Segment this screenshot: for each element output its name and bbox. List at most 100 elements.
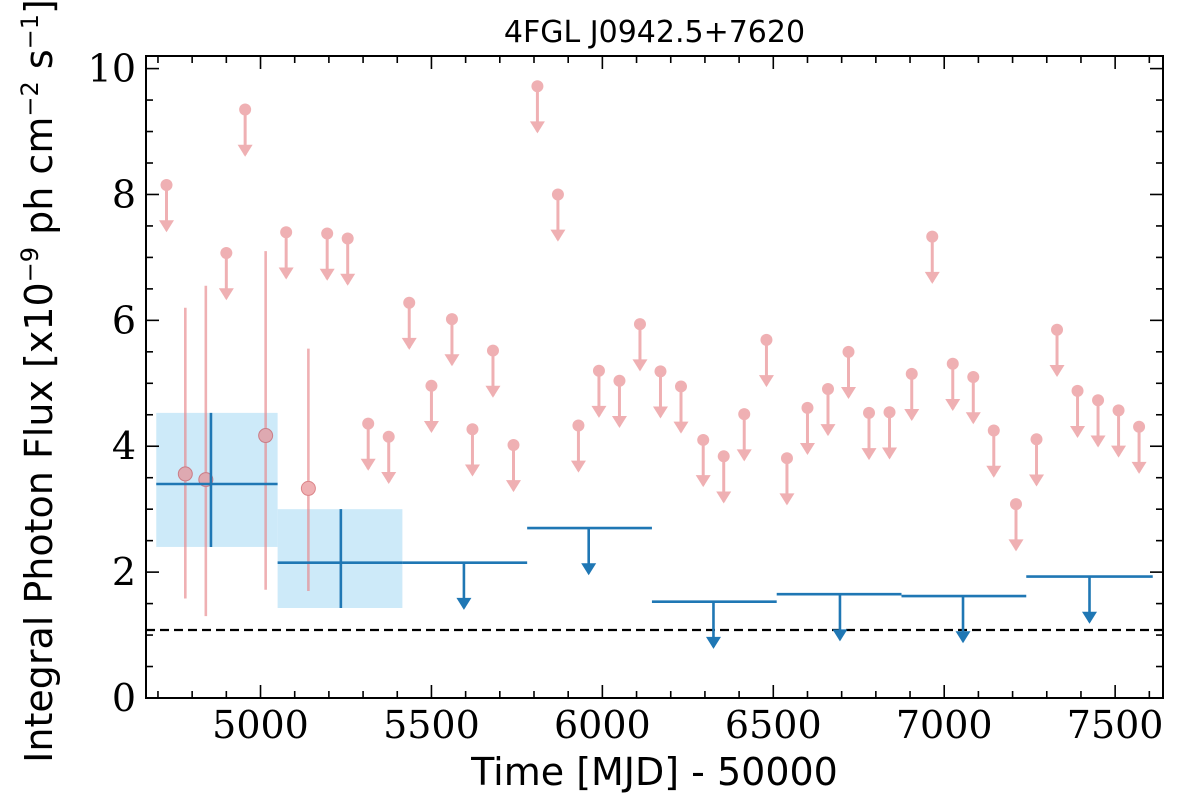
fine-upper-limit-arrow bbox=[924, 271, 940, 284]
fine-upper-limit bbox=[632, 318, 648, 372]
x-tick-label: 6000 bbox=[554, 703, 651, 747]
fine-upper-limit-marker bbox=[1112, 404, 1125, 417]
fine-upper-limit-arrow bbox=[550, 229, 566, 242]
fine-upper-limit-marker bbox=[1051, 323, 1064, 336]
fine-upper-limit-arrow bbox=[840, 387, 856, 400]
fine-upper-limit-marker bbox=[1092, 394, 1105, 407]
fine-upper-limit-arrow bbox=[1131, 461, 1147, 474]
fine-upper-limit bbox=[1008, 498, 1024, 552]
fine-upper-limit-marker bbox=[717, 450, 730, 463]
fine-upper-limit-marker bbox=[654, 365, 667, 378]
x-tick-label: 5000 bbox=[212, 703, 309, 747]
fine-upper-limit-arrow bbox=[1049, 365, 1065, 377]
fine-upper-limit bbox=[840, 345, 856, 400]
fine-upper-limit-marker bbox=[220, 247, 233, 260]
fine-upper-limit-marker bbox=[280, 226, 293, 239]
fine-upper-limit-arrow bbox=[319, 268, 335, 281]
fine-upper-limit bbox=[319, 227, 335, 281]
fine-upper-limit-marker bbox=[801, 401, 814, 414]
fine-detection-marker bbox=[258, 428, 274, 444]
coarse-upper-limit bbox=[402, 561, 528, 610]
fine-upper-limit bbox=[758, 333, 774, 388]
axis-ticks: 5000 5500 6000 6500 7000 7500 0 2 4 6 8 10 bbox=[88, 47, 1164, 747]
coarse-upper-limit bbox=[651, 600, 777, 649]
fine-upper-limit-marker bbox=[592, 364, 605, 377]
fine-upper-limit-marker bbox=[926, 230, 939, 243]
fine-upper-limit bbox=[591, 364, 607, 418]
fine-upper-limit bbox=[695, 433, 711, 488]
fine-upper-limit-arrow bbox=[945, 398, 961, 411]
fine-upper-limit-marker bbox=[674, 380, 687, 393]
fine-upper-limit bbox=[799, 401, 815, 456]
fine-upper-limit-arrow bbox=[986, 465, 1002, 478]
coarse-upper-limit bbox=[901, 594, 1027, 644]
fine-upper-limit bbox=[924, 230, 940, 284]
y-tick-label: 4 bbox=[112, 424, 136, 468]
fine-detection bbox=[300, 348, 316, 591]
fine-upper-limit-marker bbox=[531, 80, 544, 93]
fine-upper-limit-marker bbox=[905, 367, 918, 380]
fine-upper-limit bbox=[1111, 404, 1127, 458]
x-tick-label: 6500 bbox=[725, 703, 822, 747]
fine-upper-limit bbox=[965, 371, 981, 425]
fine-upper-limit-arrow bbox=[237, 144, 253, 157]
x-axis-title: Time [MJD] - 50000 bbox=[470, 750, 838, 794]
fine-upper-limit-arrow bbox=[758, 375, 774, 388]
fine-upper-limit-arrow bbox=[611, 415, 627, 428]
plot-area bbox=[146, 80, 1163, 649]
fine-upper-limit-arrow bbox=[632, 359, 648, 372]
fine-upper-limit bbox=[1070, 384, 1086, 439]
fine-upper-limit-marker bbox=[946, 357, 959, 370]
fine-upper-limit-arrow bbox=[591, 405, 607, 418]
y-axis-title: Integral Photon Flux [x10−9 ph cm−2 s−1] bbox=[16, 0, 61, 763]
y-tick-label: 8 bbox=[112, 172, 136, 216]
fine-upper-limit-arrow bbox=[965, 412, 981, 425]
coarse-upper-limit-arrow bbox=[581, 563, 597, 576]
fine-upper-limit-arrow bbox=[799, 443, 815, 456]
coarse-upper-limit-arrow bbox=[955, 631, 971, 644]
x-tick-label: 7500 bbox=[1067, 703, 1164, 747]
y-tick-label: 0 bbox=[112, 676, 136, 720]
fine-upper-limit bbox=[945, 357, 961, 411]
fine-upper-limit-marker bbox=[551, 188, 564, 201]
plot-frame bbox=[145, 55, 1164, 699]
fine-upper-limit-arrow bbox=[340, 273, 356, 286]
fine-upper-limit bbox=[779, 452, 795, 506]
fine-upper-limit bbox=[218, 247, 234, 301]
fine-upper-limit bbox=[904, 367, 920, 422]
fine-upper-limit bbox=[360, 417, 376, 471]
coarse-upper-limit-arrow bbox=[705, 636, 721, 649]
coarse-upper-limit bbox=[776, 592, 902, 642]
fine-upper-limit-arrow bbox=[444, 354, 460, 367]
fine-upper-limit-marker bbox=[613, 374, 626, 387]
fine-upper-limit-marker bbox=[341, 232, 354, 245]
fine-upper-limit bbox=[401, 296, 417, 350]
coarse-detection bbox=[277, 509, 403, 608]
fine-upper-limit-marker bbox=[572, 419, 585, 432]
x-tick-label: 5500 bbox=[383, 703, 480, 747]
coarse-upper-limit bbox=[527, 526, 652, 576]
fine-upper-limit bbox=[611, 374, 627, 428]
fine-detection bbox=[258, 251, 274, 590]
fine-upper-limit-marker bbox=[780, 452, 793, 465]
fine-upper-limit-marker bbox=[821, 382, 834, 395]
fine-upper-limit-marker bbox=[1071, 384, 1084, 397]
fine-upper-limit-marker bbox=[362, 417, 375, 430]
fine-upper-limit bbox=[1131, 420, 1147, 474]
fine-upper-limit-arrow bbox=[1111, 445, 1127, 458]
fine-upper-limit-marker bbox=[863, 406, 876, 419]
fine-upper-limit-arrow bbox=[401, 337, 417, 350]
fine-upper-limit-marker bbox=[987, 424, 1000, 437]
fine-upper-limit-arrow bbox=[505, 480, 521, 493]
coarse-upper-limit-arrow bbox=[456, 597, 472, 610]
coarse-bin-band bbox=[156, 412, 278, 547]
coarse-detection bbox=[156, 412, 278, 547]
fine-upper-limit-arrow bbox=[1090, 435, 1106, 448]
fine-upper-limit bbox=[986, 424, 1002, 478]
fine-upper-limit-marker bbox=[239, 103, 252, 116]
fine-upper-limit-arrow bbox=[529, 121, 545, 134]
fine-upper-limit-arrow bbox=[820, 424, 836, 437]
fine-upper-limit-arrow bbox=[904, 409, 920, 422]
fine-upper-limit-marker bbox=[842, 345, 855, 358]
fine-upper-limit bbox=[882, 406, 898, 460]
